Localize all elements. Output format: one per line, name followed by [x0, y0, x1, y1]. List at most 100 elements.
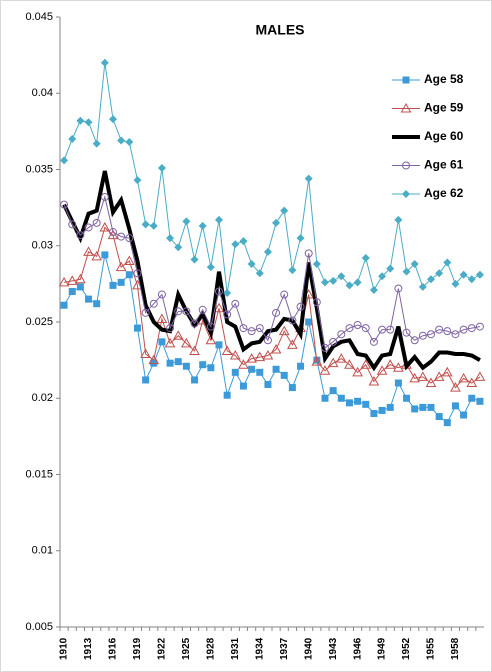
marker	[312, 298, 321, 307]
marker	[272, 365, 280, 373]
x-tick-label: 1931	[230, 637, 241, 660]
marker	[443, 327, 452, 336]
series-line	[62, 170, 481, 372]
marker	[68, 288, 76, 295]
marker	[443, 419, 451, 427]
marker	[345, 281, 354, 290]
marker	[140, 348, 151, 359]
marker	[425, 377, 437, 387]
marker	[353, 321, 362, 330]
marker	[198, 305, 207, 314]
marker	[84, 223, 93, 232]
marker	[190, 319, 199, 328]
y-tick-label: 0.015	[25, 468, 53, 480]
marker	[174, 307, 183, 316]
marker	[304, 249, 313, 258]
marker	[125, 271, 133, 279]
marker	[109, 281, 117, 289]
x-tick-label: 1958	[450, 637, 461, 660]
marker	[321, 278, 329, 287]
marker	[166, 324, 175, 333]
marker	[148, 354, 160, 365]
marker	[272, 308, 281, 317]
marker	[337, 330, 346, 339]
marker	[85, 295, 93, 303]
marker	[353, 278, 362, 287]
x-tick-label: 1940	[303, 637, 314, 660]
marker	[296, 302, 305, 311]
x-tick-label: 1928	[205, 637, 216, 660]
marker	[451, 330, 460, 339]
series-line	[63, 195, 481, 349]
y-tick-label: 0.045	[25, 11, 53, 23]
marker	[450, 382, 461, 392]
marker	[361, 324, 370, 333]
marker	[221, 345, 233, 355]
marker	[133, 324, 141, 332]
marker	[270, 343, 282, 354]
y-tick-label: 0.025	[25, 316, 53, 328]
marker	[247, 327, 256, 336]
marker	[166, 234, 175, 243]
marker	[433, 371, 445, 381]
y-tick-label: 0.035	[25, 163, 53, 175]
marker	[451, 402, 459, 410]
marker	[125, 234, 134, 243]
marker	[376, 365, 388, 375]
marker	[280, 206, 289, 215]
chart-title: MALES	[256, 22, 305, 38]
marker	[409, 372, 421, 383]
marker	[166, 359, 174, 367]
x-tick-label: 1919	[132, 637, 143, 660]
marker	[223, 310, 232, 319]
marker	[133, 269, 142, 278]
marker	[58, 276, 70, 287]
marker	[256, 368, 264, 376]
x-tick-label: 1946	[352, 637, 363, 660]
legend-marker	[402, 76, 410, 84]
marker	[417, 371, 429, 381]
marker	[223, 289, 232, 298]
marker	[393, 362, 404, 372]
marker	[141, 220, 150, 229]
x-tick-label: 1934	[254, 637, 265, 660]
marker	[329, 337, 338, 346]
marker	[460, 411, 468, 419]
marker	[386, 325, 395, 334]
marker	[123, 255, 135, 265]
marker	[156, 313, 168, 323]
marker	[149, 299, 158, 308]
marker	[394, 379, 402, 387]
marker	[321, 343, 329, 352]
marker	[125, 138, 134, 147]
legend-marker	[402, 190, 410, 198]
marker	[76, 231, 85, 240]
marker	[181, 337, 192, 348]
x-tick-label: 1922	[157, 637, 168, 660]
marker	[172, 330, 184, 340]
marker	[474, 371, 486, 381]
marker	[205, 334, 217, 345]
marker	[345, 399, 353, 407]
legend-label: Age 58	[424, 72, 464, 86]
marker	[60, 301, 68, 309]
marker	[288, 266, 297, 275]
marker	[467, 275, 476, 284]
marker	[378, 406, 386, 414]
marker	[190, 255, 199, 264]
marker	[164, 337, 176, 348]
marker	[288, 316, 297, 325]
marker	[466, 377, 478, 387]
marker	[100, 192, 109, 201]
marker	[435, 413, 443, 421]
marker	[182, 307, 191, 316]
marker	[304, 174, 313, 183]
marker	[467, 324, 476, 333]
marker	[92, 139, 101, 148]
marker	[117, 232, 126, 241]
marker	[337, 394, 345, 402]
marker	[76, 116, 85, 125]
marker	[418, 282, 427, 291]
